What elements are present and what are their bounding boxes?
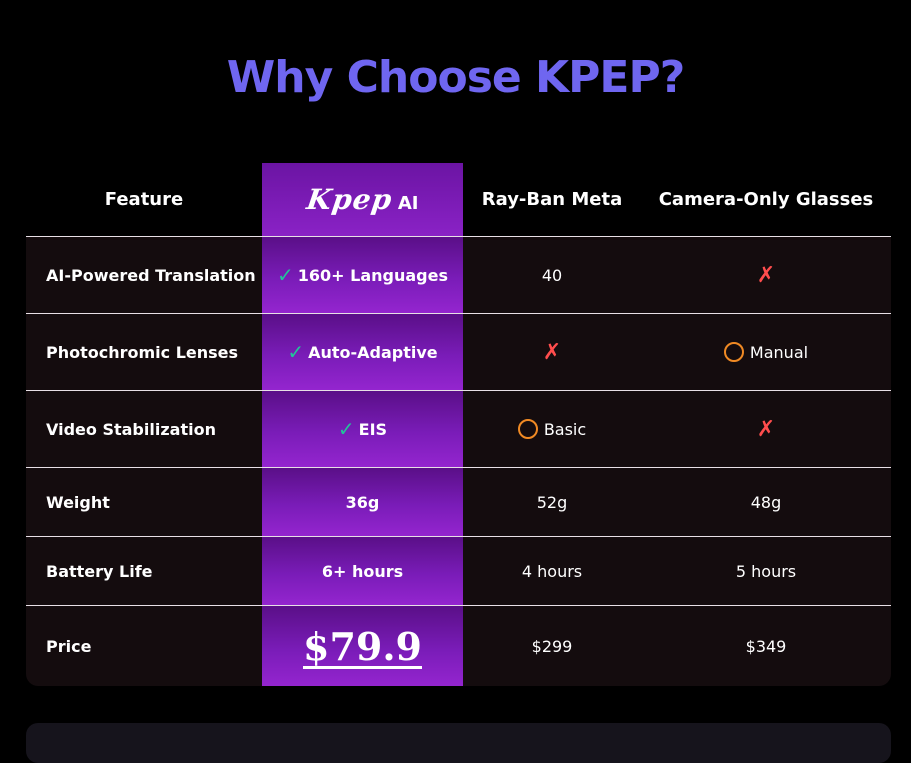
cross-icon: ✗ (756, 416, 776, 442)
camera-value: ✗ (641, 237, 891, 313)
camera-value: 5 hours (735, 561, 797, 581)
table-row: Video Stabilization ✓ EIS Basic ✗ (26, 390, 891, 467)
camera-value-text: Manual (749, 342, 809, 362)
header-kpep: Kpep AI (262, 163, 463, 236)
rayban-value: 4 hours (521, 561, 583, 581)
kpep-value: 36g (262, 468, 463, 536)
header-camera-glasses: Camera-Only Glasses (658, 189, 874, 210)
rayban-value: ✗ (463, 314, 641, 390)
feature-label: Battery Life (46, 561, 153, 581)
comparison-table: Feature Kpep AI Ray-Ban Meta Camera-Only… (26, 163, 891, 686)
table-header-row: Feature Kpep AI Ray-Ban Meta Camera-Only… (26, 163, 891, 236)
header-feature: Feature (104, 189, 184, 210)
rayban-value-text: Basic (543, 419, 587, 439)
kpep-price: $79.9 (303, 623, 422, 669)
check-icon: ✓ (337, 417, 355, 441)
feature-label: AI-Powered Translation (46, 265, 256, 285)
rayban-value: 40 (541, 265, 563, 285)
kpep-value: 6+ hours (262, 537, 463, 605)
rayban-value: $299 (531, 636, 573, 656)
table-row: Battery Life 6+ hours 4 hours 5 hours (26, 536, 891, 605)
kpep-value: ✓ 160+ Languages (262, 237, 463, 313)
kpep-value: $79.9 (262, 606, 463, 686)
camera-value: 48g (750, 492, 782, 512)
camera-value: ✗ (641, 391, 891, 467)
partial-circle-icon (723, 342, 744, 362)
kpep-value-text: EIS (358, 419, 388, 439)
feature-label: Weight (46, 492, 110, 512)
feature-label: Video Stabilization (46, 419, 216, 439)
header-rayban: Ray-Ban Meta (481, 189, 623, 210)
next-section-card (26, 723, 891, 763)
partial-circle-icon (517, 419, 538, 439)
check-icon: ✓ (287, 340, 305, 364)
table-row: AI-Powered Translation ✓ 160+ Languages … (26, 236, 891, 313)
table-row: Photochromic Lenses ✓ Auto-Adaptive ✗ Ma… (26, 313, 891, 390)
kpep-value: ✓ Auto-Adaptive (262, 314, 463, 390)
kpep-value: ✓ EIS (262, 391, 463, 467)
table-row: Weight 36g 52g 48g (26, 467, 891, 536)
kpep-logo-wordmark: Kpep (304, 183, 395, 216)
cross-icon: ✗ (756, 262, 776, 288)
cross-icon: ✗ (542, 339, 562, 365)
camera-value: $349 (745, 636, 787, 656)
rayban-value: Basic (463, 391, 641, 467)
page-title: Why Choose KPEP? (226, 52, 685, 103)
kpep-logo: Kpep AI (304, 183, 419, 216)
camera-value: Manual (641, 314, 891, 390)
kpep-value-text: 160+ Languages (297, 265, 448, 285)
rayban-value: 52g (536, 492, 568, 512)
table-row: Price $79.9 $299 $349 (26, 605, 891, 686)
kpep-logo-ai: AI (397, 193, 419, 214)
check-icon: ✓ (277, 263, 294, 287)
feature-label: Photochromic Lenses (46, 342, 239, 362)
feature-label: Price (46, 636, 92, 656)
kpep-value-text: Auto-Adaptive (308, 342, 438, 362)
